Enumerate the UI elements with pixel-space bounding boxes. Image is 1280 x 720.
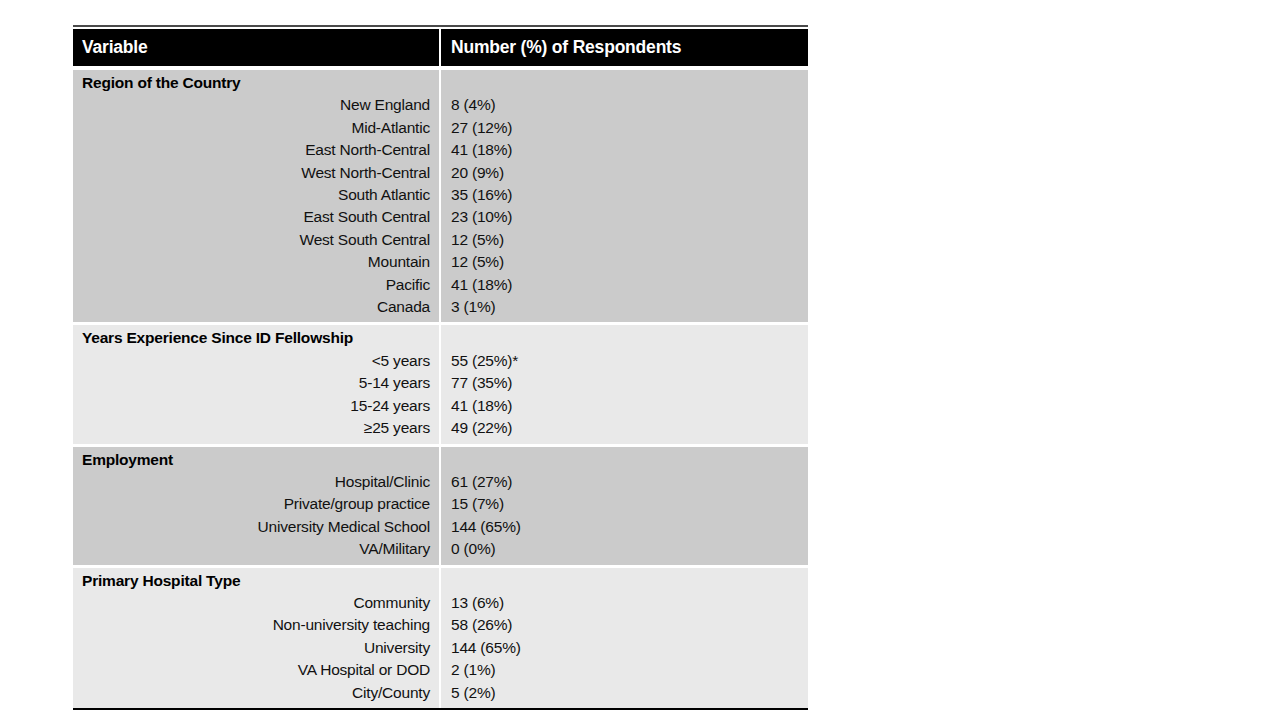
section-years-experience: Years Experience Since ID Fellowship <5 … xyxy=(73,325,808,443)
row-value: 35 (16%) xyxy=(439,184,808,206)
row-value: 144 (65%) xyxy=(439,637,808,659)
table-row: VA/Military 0 (0%) xyxy=(73,538,808,560)
row-label: West North-Central xyxy=(73,162,439,184)
row-label: VA Hospital or DOD xyxy=(73,659,439,681)
row-value: 20 (9%) xyxy=(439,162,808,184)
row-label: New England xyxy=(73,94,439,116)
row-label: City/County xyxy=(73,682,439,704)
table-row: City/County 5 (2%) xyxy=(73,682,808,704)
row-value: 23 (10%) xyxy=(439,206,808,228)
section-header-row: Years Experience Since ID Fellowship xyxy=(73,327,808,349)
row-label: Non-university teaching xyxy=(73,614,439,636)
table-row: West South Central 12 (5%) xyxy=(73,229,808,251)
table-row: Mountain 12 (5%) xyxy=(73,251,808,273)
row-label: VA/Military xyxy=(73,538,439,560)
table-row: New England 8 (4%) xyxy=(73,94,808,116)
row-label: 15-24 years xyxy=(73,395,439,417)
row-value: 3 (1%) xyxy=(439,296,808,318)
table-header-row: Variable Number (%) of Respondents xyxy=(73,29,808,66)
table-row: 5-14 years 77 (35%) xyxy=(73,372,808,394)
row-value: 41 (18%) xyxy=(439,274,808,296)
row-value: 12 (5%) xyxy=(439,251,808,273)
row-value: 15 (7%) xyxy=(439,493,808,515)
table-row: University 144 (65%) xyxy=(73,637,808,659)
table-row: West North-Central 20 (9%) xyxy=(73,162,808,184)
table-row: 15-24 years 41 (18%) xyxy=(73,395,808,417)
row-value: 8 (4%) xyxy=(439,94,808,116)
row-value: 77 (35%) xyxy=(439,372,808,394)
row-value: 13 (6%) xyxy=(439,592,808,614)
row-value: 41 (18%) xyxy=(439,395,808,417)
table-row: Private/group practice 15 (7%) xyxy=(73,493,808,515)
table-row: Community 13 (6%) xyxy=(73,592,808,614)
column-header-variable: Variable xyxy=(73,29,439,66)
row-label: East North-Central xyxy=(73,139,439,161)
table-row: Pacific 41 (18%) xyxy=(73,274,808,296)
section-title: Primary Hospital Type xyxy=(73,570,439,592)
row-label: University Medical School xyxy=(73,516,439,538)
row-label: West South Central xyxy=(73,229,439,251)
row-label: ≥25 years xyxy=(73,417,439,439)
table-row: VA Hospital or DOD 2 (1%) xyxy=(73,659,808,681)
row-label: East South Central xyxy=(73,206,439,228)
section-employment: Employment Hospital/Clinic 61 (27%) Priv… xyxy=(73,447,808,565)
row-label: South Atlantic xyxy=(73,184,439,206)
column-header-respondents: Number (%) of Respondents xyxy=(441,29,808,66)
table-row: <5 years 55 (25%)* xyxy=(73,350,808,372)
row-label: <5 years xyxy=(73,350,439,372)
empty-cell xyxy=(439,72,808,94)
row-value: 58 (26%) xyxy=(439,614,808,636)
row-value: 0 (0%) xyxy=(439,538,808,560)
row-value: 61 (27%) xyxy=(439,471,808,493)
row-value: 144 (65%) xyxy=(439,516,808,538)
empty-cell xyxy=(439,449,808,471)
row-value: 2 (1%) xyxy=(439,659,808,681)
table-row: ≥25 years 49 (22%) xyxy=(73,417,808,439)
section-header-row: Employment xyxy=(73,449,808,471)
row-label: Pacific xyxy=(73,274,439,296)
table-row: South Atlantic 35 (16%) xyxy=(73,184,808,206)
row-value: 12 (5%) xyxy=(439,229,808,251)
row-value: 55 (25%)* xyxy=(439,350,808,372)
respondent-demographics-table: Variable Number (%) of Respondents Regio… xyxy=(73,25,808,710)
section-primary-hospital-type: Primary Hospital Type Community 13 (6%) … xyxy=(73,568,808,708)
section-region-of-country: Region of the Country New England 8 (4%)… xyxy=(73,70,808,322)
section-header-row: Region of the Country xyxy=(73,72,808,94)
table-row: East North-Central 41 (18%) xyxy=(73,139,808,161)
table-row: Non-university teaching 58 (26%) xyxy=(73,614,808,636)
row-label: 5-14 years xyxy=(73,372,439,394)
empty-cell xyxy=(439,327,808,349)
section-title: Region of the Country xyxy=(73,72,439,94)
row-value: 5 (2%) xyxy=(439,682,808,704)
row-label: Hospital/Clinic xyxy=(73,471,439,493)
table-row: University Medical School 144 (65%) xyxy=(73,516,808,538)
row-label: Canada xyxy=(73,296,439,318)
row-value: 49 (22%) xyxy=(439,417,808,439)
row-value: 41 (18%) xyxy=(439,139,808,161)
table-row: Canada 3 (1%) xyxy=(73,296,808,318)
table-row: Hospital/Clinic 61 (27%) xyxy=(73,471,808,493)
table-row: East South Central 23 (10%) xyxy=(73,206,808,228)
row-label: Community xyxy=(73,592,439,614)
row-label: University xyxy=(73,637,439,659)
table-row: Mid-Atlantic 27 (12%) xyxy=(73,117,808,139)
row-label: Mountain xyxy=(73,251,439,273)
slide-canvas: Variable Number (%) of Respondents Regio… xyxy=(0,0,1280,720)
section-header-row: Primary Hospital Type xyxy=(73,570,808,592)
section-title: Employment xyxy=(73,449,439,471)
row-label: Mid-Atlantic xyxy=(73,117,439,139)
row-label: Private/group practice xyxy=(73,493,439,515)
section-title: Years Experience Since ID Fellowship xyxy=(73,327,439,349)
row-value: 27 (12%) xyxy=(439,117,808,139)
empty-cell xyxy=(439,570,808,592)
